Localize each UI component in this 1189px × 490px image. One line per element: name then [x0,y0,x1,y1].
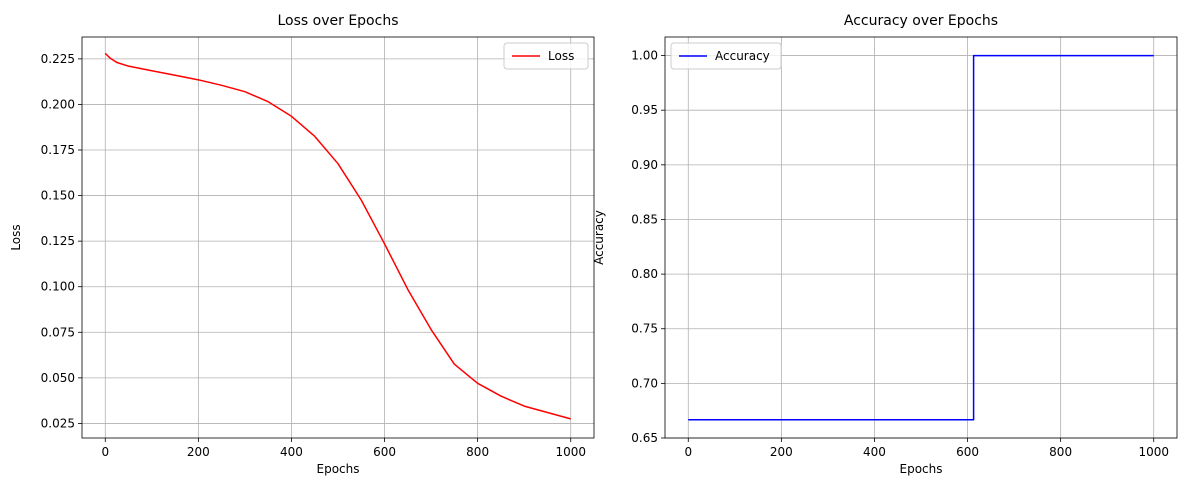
series-line-accuracy [688,54,1154,421]
legend-label: Accuracy [715,49,770,63]
y-tick-label: 0.075 [41,325,75,339]
x-axis-label: Epochs [900,462,943,476]
legend-box [503,42,589,70]
legend-box [670,42,782,70]
x-tick-label: 400 [280,445,303,459]
legend-label: Loss [548,49,574,63]
y-tick-label: 0.75 [631,322,658,336]
y-tick-label: 0.200 [41,97,75,111]
chart-title: Loss over Epochs [278,13,399,29]
legend: Accuracy [670,42,782,70]
x-axis-label: Epochs [317,462,360,476]
y-tick-label: 1.00 [631,49,658,63]
x-tick-label: 600 [956,445,979,459]
x-tick-label: 400 [863,445,886,459]
y-tick-label: 0.225 [41,52,75,66]
y-tick-label: 0.025 [41,416,75,430]
y-tick-label: 0.65 [631,431,658,445]
x-tick-label: 0 [101,445,109,459]
x-tick-label: 800 [466,445,489,459]
x-tick-label: 0 [684,445,692,459]
x-tick-label: 200 [770,445,793,459]
chart-title: Accuracy over Epochs [844,13,998,29]
series-line-loss [104,52,571,420]
x-tick-label: 1000 [1138,445,1169,459]
legend: Loss [503,42,589,70]
y-tick-label: 0.90 [631,158,658,172]
loss-chart: 0 200 400 600 800 1000 0.025 0.050 0.075 0.100 0.1… [9,13,595,476]
y-tick-label: 0.100 [41,280,75,294]
y-tick-label: 0.125 [41,234,75,248]
y-tick-label: 0.85 [631,212,658,226]
y-tick-label: 0.80 [631,267,658,281]
x-tick-label: 200 [187,445,210,459]
y-axis-label: Accuracy [592,210,606,265]
y-tick-label: 0.175 [41,143,75,157]
x-tick-label: 1000 [555,445,586,459]
y-axis-label: Loss [9,224,23,250]
accuracy-chart: 0 200 400 600 800 1000 0.65 0.70 0.75 0.80 0.85 0.9… [592,13,1178,476]
x-tick-label: 600 [373,445,396,459]
y-tick-label: 0.70 [631,376,658,390]
y-tick-label: 0.050 [41,371,75,385]
y-tick-label: 0.150 [41,189,75,203]
x-tick-label: 800 [1049,445,1072,459]
axes-frame [81,36,595,439]
axes-frame [664,36,1178,439]
y-tick-label: 0.95 [631,103,658,117]
